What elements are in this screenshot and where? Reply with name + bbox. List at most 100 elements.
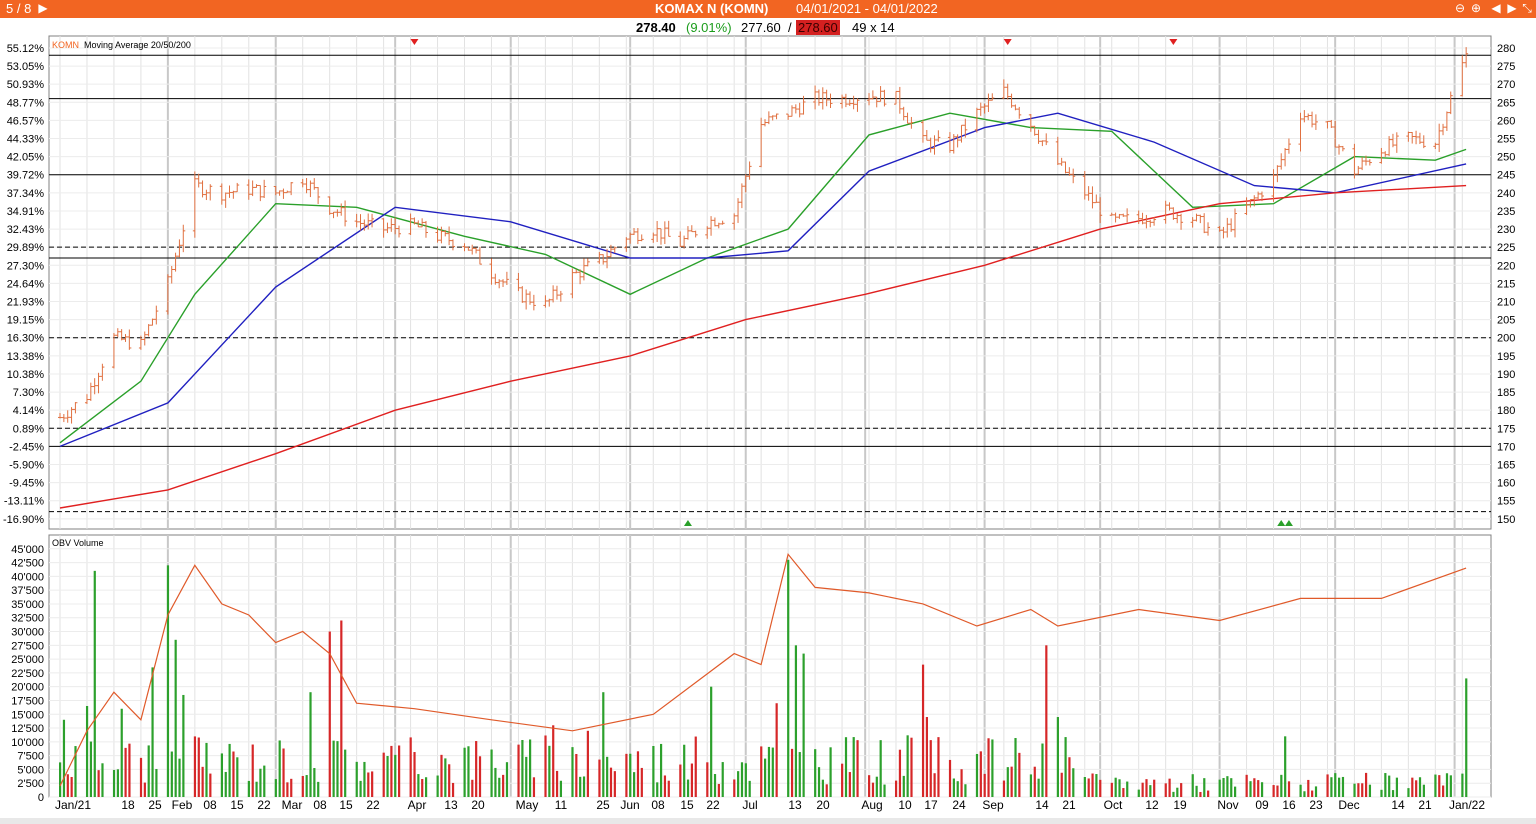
price-bar (316, 187, 321, 204)
price-grid-horizontal (49, 47, 1491, 520)
price-bar (1144, 214, 1149, 229)
price-bar (1302, 110, 1307, 123)
scroll-right-icon[interactable]: ▶ (1507, 1, 1517, 15)
zoom-out-icon[interactable]: ⊖ (1454, 1, 1466, 15)
price-tick-label: 250 (1497, 152, 1515, 164)
price-bar (651, 232, 656, 243)
percent-tick-label: 21.93% (7, 297, 45, 309)
price-bar (543, 295, 548, 308)
volume-bar (713, 774, 717, 797)
x-axis-label: Apr (408, 798, 427, 812)
price-bar (801, 95, 806, 115)
volume-bar (390, 745, 393, 797)
price-bar (1198, 214, 1203, 224)
price-bar (231, 190, 236, 199)
volume-bar (1449, 775, 1452, 797)
price-bar (1055, 136, 1060, 166)
price-bar (1313, 114, 1318, 130)
price-bar (123, 334, 128, 342)
expand-icon[interactable]: ⤡ (1522, 1, 1532, 15)
volume-bar (471, 779, 474, 797)
price-bar (362, 219, 367, 231)
price-bar (524, 289, 529, 310)
price-bar (1333, 120, 1338, 148)
price-bar (932, 135, 937, 155)
price-bar (658, 228, 663, 245)
volume-bar (1045, 645, 1048, 797)
volume-bar (964, 784, 967, 797)
volume-bar (263, 765, 266, 797)
price-bar (393, 217, 398, 235)
volume-bar (1072, 768, 1075, 797)
price-bar (1044, 133, 1049, 146)
volume-bar (787, 559, 790, 797)
scroll-left-icon[interactable]: ◀ (1491, 1, 1501, 15)
volume-bar (987, 738, 990, 797)
percent-tick-label: 24.64% (7, 278, 45, 290)
volume-bar (571, 747, 574, 797)
volume-bar (259, 768, 262, 797)
volume-bar (683, 744, 686, 797)
price-bar (793, 104, 798, 114)
volume-bar (1145, 779, 1148, 797)
price-bar (443, 230, 448, 237)
price-bar (281, 188, 286, 199)
price-bar (982, 103, 987, 114)
price-tick-label: 230 (1497, 224, 1515, 236)
price-bar (227, 185, 232, 198)
price-bar (828, 93, 833, 109)
price-bar (381, 218, 386, 238)
volume-bar (991, 739, 994, 797)
price-bar (1340, 145, 1345, 152)
volume-bar (898, 749, 902, 797)
volume-bar (1234, 786, 1237, 797)
price-bar (96, 372, 101, 394)
volume-bar (305, 775, 308, 797)
price-tick-label: 275 (1497, 61, 1515, 73)
price-bar (1217, 226, 1222, 232)
volume-bar (706, 762, 709, 797)
price-bar (119, 329, 124, 341)
price-bar (716, 222, 721, 229)
volume-bar (1276, 785, 1279, 797)
volume-bar (1314, 786, 1318, 797)
price-bar (759, 117, 764, 168)
price-bar (165, 274, 170, 315)
price-bar (628, 232, 633, 244)
volume-bar (956, 781, 959, 797)
volume-bar (1299, 784, 1302, 797)
price-bar (570, 268, 575, 299)
next-chart-icon[interactable]: ▶ (38, 1, 48, 15)
zoom-in-icon[interactable]: ⊕ (1470, 1, 1482, 15)
buy-signal-marker (683, 520, 692, 526)
volume-bar (1099, 779, 1102, 797)
volume-tick-label: 2'500 (17, 778, 44, 790)
volume-bar (814, 749, 817, 797)
volume-bar (679, 764, 682, 797)
percent-tick-label: 42.05% (7, 152, 45, 164)
price-bar (343, 200, 348, 227)
volume-bar (937, 737, 940, 797)
volume-bar (505, 762, 509, 797)
volume-tick-label: 5'000 (17, 764, 44, 776)
volume-bar (1041, 743, 1044, 797)
percent-tick-label: -13.11% (4, 496, 44, 508)
volume-bar (367, 772, 370, 797)
volume-bar (112, 769, 116, 797)
price-bar (1206, 222, 1211, 236)
volume-bar (89, 741, 93, 797)
x-axis-label: 17 (924, 798, 938, 812)
price-bar (705, 226, 710, 239)
volume-bar (409, 737, 412, 797)
price-bar (277, 190, 282, 196)
volume-tick-label: 27'500 (11, 640, 44, 652)
x-axis-label: Jan/22 (1449, 798, 1485, 812)
price-bar (412, 217, 417, 225)
volume-bar (1006, 767, 1009, 797)
x-axis-label: 23 (1309, 798, 1323, 812)
volume-bar (559, 780, 563, 797)
price-tick-label: 280 (1497, 43, 1515, 55)
volume-bar (1176, 787, 1179, 797)
volume-bar (906, 735, 909, 797)
buy-signal-marker (1284, 520, 1293, 526)
